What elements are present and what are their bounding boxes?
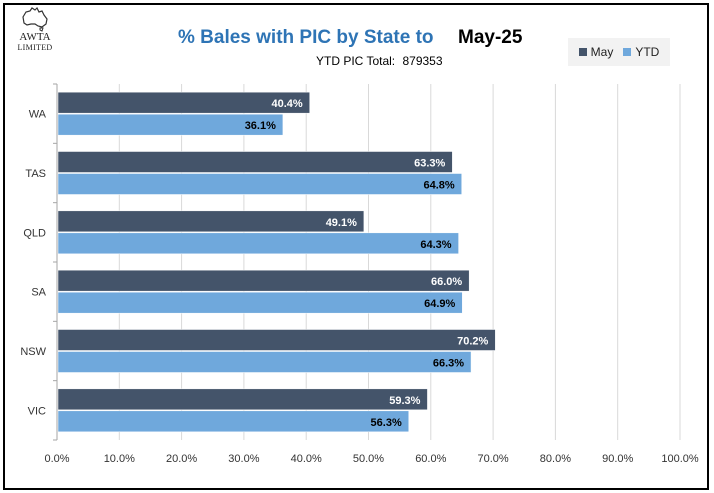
data-label-ytd: 64.9% <box>424 298 455 310</box>
bar-ytd <box>57 173 462 195</box>
y-category-label: QLD <box>23 227 46 239</box>
bar-ytd <box>57 113 284 136</box>
data-label-may: 40.4% <box>271 98 302 110</box>
bar-may <box>57 329 496 351</box>
y-category-label: WA <box>29 109 47 121</box>
ytd-pic-total-value: 879353 <box>402 54 443 68</box>
x-tick-label: 30.0% <box>228 453 259 465</box>
legend-swatch-ytd <box>623 48 632 56</box>
x-tick-label: 60.0% <box>415 453 446 465</box>
bar-ytd <box>57 232 459 255</box>
data-label-may: 63.3% <box>414 158 445 170</box>
data-label-may: 59.3% <box>389 395 420 407</box>
chart-title: % Bales with PIC by State to <box>178 27 434 48</box>
data-label-ytd: 36.1% <box>245 120 276 132</box>
x-tick-label: 100.0% <box>661 453 699 465</box>
bar-ytd <box>57 291 463 314</box>
chart-month: May-25 <box>458 27 523 48</box>
bar-ytd <box>57 351 472 373</box>
data-label-ytd: 56.3% <box>371 417 402 429</box>
x-tick-label: 0.0% <box>44 453 69 465</box>
bar-may <box>57 269 470 292</box>
bar-may <box>57 388 428 411</box>
x-tick-label: 80.0% <box>540 453 571 465</box>
awta-logo: AWTA LIMITED <box>11 6 59 52</box>
data-label-ytd: 64.3% <box>420 239 451 251</box>
chart-subtitle: YTD PIC Total: 879353 <box>312 54 443 68</box>
bar-ytd <box>57 410 409 433</box>
bar-may <box>57 151 453 173</box>
logo-subtext: LIMITED <box>17 43 53 52</box>
y-category-label: VIC <box>28 405 46 417</box>
x-tick-label: 10.0% <box>104 453 135 465</box>
logo-brand: AWTA <box>19 31 51 43</box>
data-label-ytd: 66.3% <box>433 358 464 370</box>
y-category-label: SA <box>31 287 46 299</box>
x-tick-label: 20.0% <box>166 453 197 465</box>
bar-may <box>57 91 310 114</box>
chart-legend: May YTD <box>568 38 670 66</box>
x-tick-label: 50.0% <box>353 453 384 465</box>
ytd-pic-total-label: YTD PIC Total: <box>316 54 396 68</box>
x-tick-label: 40.0% <box>291 453 322 465</box>
y-category-label: NSW <box>20 346 46 358</box>
legend-label-may: May <box>590 45 614 59</box>
bar-may <box>57 210 365 233</box>
data-label-may: 70.2% <box>457 336 488 348</box>
legend-swatch-may <box>578 48 587 56</box>
legend-label-ytd: YTD <box>635 45 660 59</box>
data-label-may: 66.0% <box>431 276 462 288</box>
legend-item-may: May <box>578 45 614 59</box>
legend-item-ytd: YTD <box>623 45 659 59</box>
x-tick-label: 70.0% <box>477 453 508 465</box>
australia-map-icon <box>22 6 48 32</box>
x-tick-label: 90.0% <box>602 453 633 465</box>
y-category-label: TAS <box>25 168 46 180</box>
data-label-may: 49.1% <box>326 217 357 229</box>
data-label-ytd: 64.8% <box>424 180 455 192</box>
